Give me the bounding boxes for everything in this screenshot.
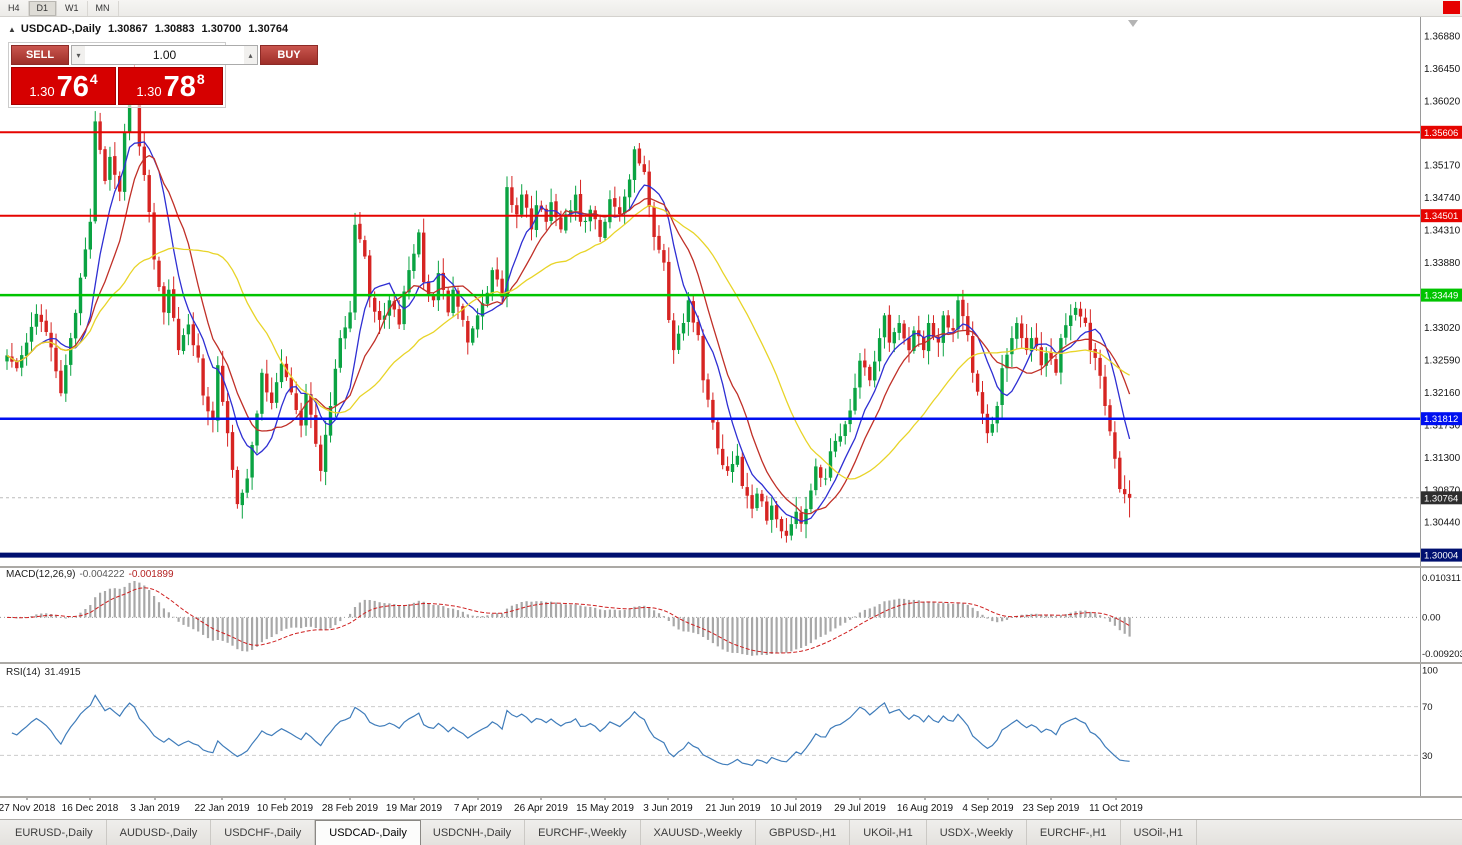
svg-text:1.35170: 1.35170 — [1424, 161, 1461, 172]
svg-text:16 Aug 2019: 16 Aug 2019 — [897, 803, 954, 814]
tab-eurchf-h1[interactable]: EURCHF-,H1 — [1027, 820, 1121, 845]
svg-text:1.33449: 1.33449 — [1424, 291, 1458, 302]
svg-text:1.30764: 1.30764 — [1424, 493, 1458, 504]
tab-usdcad-daily[interactable]: USDCAD-,Daily — [315, 820, 421, 845]
bid-price-big: 76 — [56, 71, 89, 103]
low-value: 1.30700 — [201, 23, 242, 35]
tab-eurusd-daily[interactable]: EURUSD-,Daily — [2, 820, 107, 845]
ask-price-big: 78 — [163, 71, 196, 103]
svg-text:1.34310: 1.34310 — [1424, 226, 1461, 237]
tab-gbpusd-h1[interactable]: GBPUSD-,H1 — [756, 820, 851, 845]
svg-text:10 Jul 2019: 10 Jul 2019 — [770, 803, 822, 814]
volume-input[interactable] — [85, 46, 244, 64]
svg-text:11 Oct 2019: 11 Oct 2019 — [1089, 803, 1143, 814]
svg-text:1.35606: 1.35606 — [1424, 128, 1458, 139]
volume-spinner: ▾ ▴ — [71, 45, 258, 65]
svg-text:19 Mar 2019: 19 Mar 2019 — [386, 803, 443, 814]
svg-text:16 Dec 2018: 16 Dec 2018 — [62, 803, 119, 814]
toolbar: H4 D1 W1 MN — [0, 0, 1462, 17]
tab-usdchf-daily[interactable]: USDCHF-,Daily — [211, 820, 316, 845]
svg-text:1.30440: 1.30440 — [1424, 518, 1461, 529]
svg-text:29 Jul 2019: 29 Jul 2019 — [834, 803, 886, 814]
svg-text:15 May 2019: 15 May 2019 — [576, 803, 634, 814]
close-value: 1.30764 — [248, 23, 289, 35]
svg-text:1.34740: 1.34740 — [1424, 193, 1461, 204]
timeframe-d1-button[interactable]: D1 — [28, 0, 58, 16]
ask-price-box[interactable]: 1.30 78 8 — [118, 67, 223, 105]
timeframe-mn-button[interactable]: MN — [88, 0, 119, 16]
chart-symbol-icon: ▲ — [8, 24, 16, 34]
volume-decrease-button[interactable]: ▾ — [72, 46, 85, 64]
tab-eurchf-weekly[interactable]: EURCHF-,Weekly — [525, 820, 641, 845]
svg-text:1.32160: 1.32160 — [1424, 388, 1461, 399]
svg-text:30: 30 — [1422, 751, 1433, 762]
high-value: 1.30883 — [154, 23, 195, 35]
rsi-label: RSI(14) — [6, 667, 41, 678]
symbol-label: USDCAD-,Daily — [20, 23, 101, 35]
svg-text:1.31300: 1.31300 — [1424, 453, 1461, 464]
ask-price-prefix: 1.30 — [136, 84, 162, 99]
svg-text:1.36450: 1.36450 — [1424, 64, 1461, 75]
svg-text:7 Apr 2019: 7 Apr 2019 — [454, 803, 503, 814]
bid-price-prefix: 1.30 — [29, 84, 55, 99]
svg-text:23 Sep 2019: 23 Sep 2019 — [1023, 803, 1080, 814]
red-indicator — [1443, 1, 1460, 14]
svg-text:28 Feb 2019: 28 Feb 2019 — [322, 803, 379, 814]
one-click-trading-panel: SELL ▾ ▴ BUY 1.30 76 4 1.30 78 8 — [8, 42, 318, 108]
svg-text:1.30870: 1.30870 — [1424, 485, 1461, 496]
tab-usoil-h1[interactable]: USOil-,H1 — [1121, 820, 1198, 845]
svg-text:1.31730: 1.31730 — [1424, 420, 1461, 431]
timeframe-w1-button[interactable]: W1 — [57, 0, 88, 16]
tab-usdcnh-daily[interactable]: USDCNH-,Daily — [420, 820, 526, 845]
tab-ukoil-h1[interactable]: UKOil-,H1 — [850, 820, 927, 845]
rsi-value: 31.4915 — [44, 667, 81, 678]
bid-price-pip: 4 — [89, 71, 98, 87]
sell-button[interactable]: SELL — [11, 45, 69, 65]
svg-text:3 Jun 2019: 3 Jun 2019 — [643, 803, 693, 814]
bid-price-box[interactable]: 1.30 76 4 — [11, 67, 116, 105]
svg-text:1.34501: 1.34501 — [1424, 211, 1458, 222]
svg-text:1.30004: 1.30004 — [1424, 551, 1458, 562]
svg-text:1.36020: 1.36020 — [1424, 97, 1461, 108]
svg-text:0.010311: 0.010311 — [1422, 573, 1461, 584]
svg-text:1.36880: 1.36880 — [1424, 32, 1461, 43]
macd-main-value: -0.004222 — [79, 569, 125, 580]
svg-text:1.33880: 1.33880 — [1424, 258, 1461, 269]
open-value: 1.30867 — [108, 23, 148, 35]
timeframe-group: H4 D1 W1 MN — [0, 0, 119, 16]
macd-indicator-header: MACD(12,26,9) -0.004222 -0.001899 — [6, 569, 174, 580]
svg-text:4 Sep 2019: 4 Sep 2019 — [962, 803, 1014, 814]
chart-tabbar: EURUSD-,Daily AUDUSD-,Daily USDCHF-,Daily U… — [0, 819, 1462, 845]
tab-xauusd-weekly[interactable]: XAUUSD-,Weekly — [641, 820, 756, 845]
svg-text:100: 100 — [1422, 666, 1438, 677]
chart-title: ▲ USDCAD-,Daily 1.30867 1.30883 1.30700 … — [8, 23, 288, 35]
svg-text:21 Jun 2019: 21 Jun 2019 — [705, 803, 760, 814]
svg-text:27 Nov 2018: 27 Nov 2018 — [0, 803, 56, 814]
svg-text:1.33020: 1.33020 — [1424, 323, 1461, 334]
svg-text:22 Jan 2019: 22 Jan 2019 — [194, 803, 249, 814]
macd-label: MACD(12,26,9) — [6, 569, 76, 580]
svg-text:70: 70 — [1422, 702, 1433, 713]
svg-text:-0.009203: -0.009203 — [1422, 649, 1462, 660]
svg-text:0.00: 0.00 — [1422, 612, 1441, 623]
tab-usdx-weekly[interactable]: USDX-,Weekly — [927, 820, 1027, 845]
volume-increase-button[interactable]: ▴ — [244, 46, 257, 64]
timeframe-h4-button[interactable]: H4 — [0, 0, 29, 16]
chart-shift-marker-icon[interactable] — [1128, 20, 1138, 27]
svg-text:1.32590: 1.32590 — [1424, 355, 1461, 366]
rsi-indicator-header: RSI(14) 31.4915 — [6, 667, 81, 678]
macd-signal-value: -0.001899 — [128, 569, 174, 580]
ask-price-pip: 8 — [196, 71, 205, 87]
svg-text:26 Apr 2019: 26 Apr 2019 — [514, 803, 568, 814]
svg-text:10 Feb 2019: 10 Feb 2019 — [257, 803, 314, 814]
svg-text:3 Jan 2019: 3 Jan 2019 — [130, 803, 180, 814]
tab-audusd-daily[interactable]: AUDUSD-,Daily — [107, 820, 212, 845]
buy-button[interactable]: BUY — [260, 45, 318, 65]
svg-text:1.31812: 1.31812 — [1424, 414, 1458, 425]
